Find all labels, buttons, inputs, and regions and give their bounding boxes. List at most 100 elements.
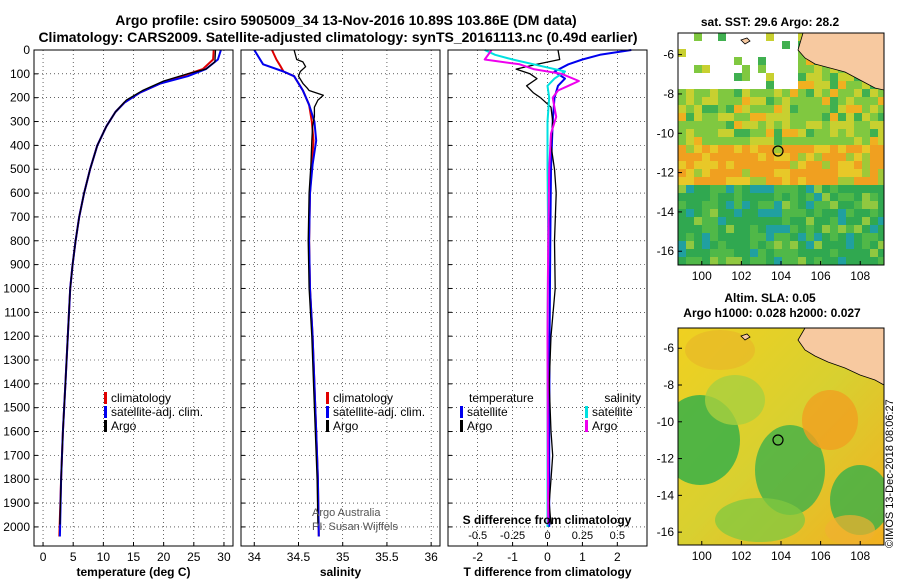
sst-cell [798,153,806,161]
sst-cell [862,241,870,249]
sst-cell [798,161,806,169]
x-tick-label: 36 [424,550,438,564]
sst-cell [838,161,846,169]
sla-land-java [797,328,884,386]
sst-cell [798,137,806,145]
sst-cell [822,65,830,73]
legend-label: satellite-adj. clim. [111,405,203,419]
sst-cell [774,249,782,257]
sst-cell [854,193,862,201]
y-tick-label: 1900 [3,496,30,510]
sst-cell [734,257,742,265]
sst-cell [790,97,798,105]
sst-cell [782,233,790,241]
sst-cell [814,97,822,105]
sst-cell [742,137,750,145]
sst-cell [726,121,734,129]
sst-cell [822,217,830,225]
series-line-satellite-adj-clim- [58,49,222,537]
sst-cell [790,201,798,209]
sst-cell [678,185,686,193]
sst-cell [854,201,862,209]
sst-cell [806,225,814,233]
sst-cell [798,193,806,201]
sst-cell [838,129,846,137]
sst-cell [742,177,750,185]
sst-cell [686,161,694,169]
legend-swatch [326,392,329,404]
sst-cell [846,233,854,241]
sst-cell [782,177,790,185]
sst-cell [718,257,726,265]
sst-cell [694,185,702,193]
sst-cell [830,145,838,153]
sst-cell [742,129,750,137]
sst-cell [678,145,686,153]
sst-cell [710,105,718,113]
sst-cell [710,153,718,161]
sst-cell [806,121,814,129]
sst-cell [822,249,830,257]
sst-cell [790,233,798,241]
sst-cell [758,169,766,177]
sst-cell [862,209,870,217]
sst-cell [726,161,734,169]
sst-cell [678,201,686,209]
sst-cell [822,129,830,137]
sst-cell [790,209,798,217]
series-line-satellite-adj-clim- [253,49,320,537]
sst-cell [726,225,734,233]
sst-cell [798,97,806,105]
plot-frame [240,49,441,547]
s-tick-label: -0.5 [468,530,487,542]
sst-cell [766,129,774,137]
sst-cell [830,217,838,225]
sst-cell [766,201,774,209]
sst-cell [830,97,838,105]
sst-cell [870,249,878,257]
sst-cell [694,241,702,249]
sst-cell [766,105,774,113]
sst-cell [718,201,726,209]
sst-cell [830,257,838,265]
sst-cell [758,257,766,265]
sst-cell [814,169,822,177]
sst-cell [702,65,710,73]
sst-cell [854,225,862,233]
sst-cell [766,89,774,97]
series-line-climatology [58,49,215,537]
sst-cell [878,185,884,193]
sst-cell [694,201,702,209]
sst-cell [710,217,718,225]
sst-cell [782,97,790,105]
sst-cell [814,225,822,233]
sst-cell [758,65,766,73]
sla-blob [755,425,825,515]
sst-cell [774,89,782,97]
sst-cell [678,105,686,113]
sst-cell [694,249,702,257]
sst-cell [734,193,742,201]
map-y-tick-label: -8 [663,378,674,392]
sst-cell [854,249,862,257]
sst-cell [854,257,862,265]
sst-cell [854,129,862,137]
map-x-tick-label: 106 [811,549,831,563]
x-axis-label: T difference from climatology [463,565,631,579]
series-line-climatology [271,49,320,537]
x-axis-label: temperature (deg C) [76,565,190,579]
x-tick-label: 10 [97,550,111,564]
sst-cell [686,137,694,145]
sst-cell [806,217,814,225]
sst-cell [862,137,870,145]
sst-cell [702,185,710,193]
imos-credit: ©IMOS 13-Dec-2018 08:06:27 [884,399,896,548]
sst-cell [790,257,798,265]
sst-cell [750,177,758,185]
sst-argo-marker [772,145,784,157]
sst-cell [870,137,878,145]
sst-cell [774,153,782,161]
sst-cell [702,177,710,185]
sst-cell [806,81,814,89]
sst-cell [774,137,782,145]
